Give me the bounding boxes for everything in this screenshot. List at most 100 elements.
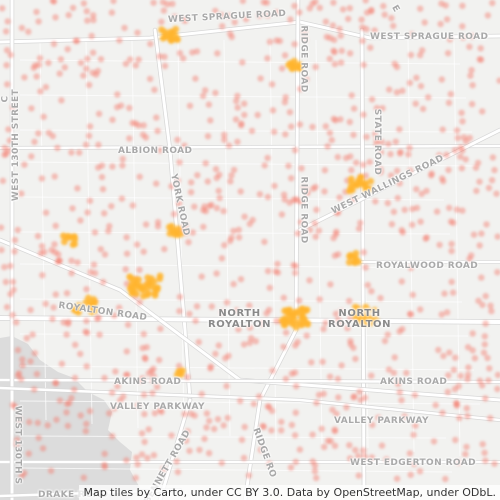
heat-point bbox=[254, 111, 261, 119]
heat-point bbox=[373, 135, 380, 143]
heat-point bbox=[214, 416, 222, 423]
heat-point bbox=[462, 156, 469, 163]
heat-point bbox=[352, 355, 359, 363]
heat-point bbox=[308, 359, 315, 366]
heat-point bbox=[330, 47, 337, 54]
heat-point bbox=[271, 182, 278, 190]
heat-point bbox=[363, 25, 370, 33]
heat-point bbox=[319, 358, 326, 365]
heat-point bbox=[133, 241, 141, 248]
heat-point bbox=[350, 131, 357, 139]
heat-point bbox=[38, 175, 46, 182]
heat-point bbox=[85, 132, 93, 139]
heat-point bbox=[202, 87, 209, 94]
heat-point bbox=[440, 352, 447, 360]
heat-point bbox=[456, 414, 463, 422]
heat-point bbox=[186, 102, 194, 110]
heat-point bbox=[268, 427, 275, 434]
heat-point bbox=[264, 55, 271, 62]
heat-point bbox=[362, 264, 369, 271]
heat-point bbox=[182, 437, 190, 444]
heat-point bbox=[30, 64, 37, 72]
heat-point bbox=[316, 296, 323, 303]
heat-point bbox=[237, 397, 244, 405]
heat-point bbox=[149, 389, 156, 397]
heat-point bbox=[145, 290, 152, 297]
heat-point bbox=[232, 116, 240, 123]
heat-point bbox=[90, 261, 98, 268]
heat-point bbox=[269, 367, 276, 374]
heat-point bbox=[252, 338, 259, 345]
heat-point bbox=[371, 307, 379, 314]
heat-point bbox=[220, 207, 227, 215]
heat-point bbox=[109, 389, 116, 396]
heat-point bbox=[123, 348, 130, 355]
heat-point bbox=[336, 25, 343, 33]
heat-point bbox=[83, 329, 91, 336]
heat-point bbox=[348, 179, 355, 186]
heat-point bbox=[448, 247, 455, 255]
heat-point bbox=[345, 15, 352, 23]
heat-point bbox=[401, 413, 408, 420]
heat-point bbox=[407, 51, 415, 59]
heat-point bbox=[11, 248, 18, 255]
road-label-edge-left: C bbox=[0, 95, 11, 103]
heat-point bbox=[5, 147, 12, 154]
heat-point bbox=[202, 207, 210, 215]
heat-point bbox=[448, 278, 455, 286]
heat-point bbox=[211, 425, 218, 433]
heat-point bbox=[447, 218, 455, 225]
heat-point bbox=[198, 390, 205, 398]
heat-point bbox=[494, 269, 500, 276]
heat-point bbox=[68, 270, 75, 277]
heat-point bbox=[86, 123, 94, 130]
heat-point bbox=[154, 127, 161, 135]
heat-point bbox=[56, 70, 63, 77]
heat-point bbox=[89, 49, 97, 56]
heat-point bbox=[11, 403, 18, 410]
heat-point bbox=[487, 414, 494, 422]
heat-point bbox=[49, 315, 56, 323]
minor-street bbox=[19, 129, 473, 133]
heat-point bbox=[381, 337, 389, 345]
heat-point bbox=[447, 90, 454, 98]
heat-point bbox=[439, 409, 446, 416]
heat-point bbox=[168, 432, 175, 439]
minor-street bbox=[85, 39, 93, 425]
heat-point bbox=[291, 2, 298, 10]
heat-point bbox=[213, 204, 221, 212]
heat-point bbox=[213, 270, 220, 277]
heat-point bbox=[95, 314, 102, 321]
heat-point bbox=[337, 116, 344, 123]
heat-point bbox=[205, 450, 213, 457]
heat-point bbox=[63, 290, 71, 297]
heat-point bbox=[334, 375, 342, 383]
heat-point bbox=[52, 14, 59, 21]
heat-point bbox=[136, 266, 143, 273]
heat-point bbox=[202, 160, 209, 167]
heat-point bbox=[484, 354, 491, 362]
heat-point bbox=[292, 262, 299, 270]
road-label-west-130th-street-south: WEST 130TH S bbox=[12, 405, 23, 485]
heat-point bbox=[273, 37, 280, 44]
heat-point bbox=[96, 331, 103, 338]
heat-point bbox=[292, 324, 300, 331]
heat-point bbox=[468, 100, 476, 108]
heat-point bbox=[479, 441, 486, 448]
road-label-akins-road-west: AKINS ROAD bbox=[114, 377, 182, 387]
heat-point bbox=[195, 338, 202, 346]
heat-point bbox=[248, 334, 255, 342]
heat-point bbox=[291, 41, 298, 48]
heat-point bbox=[74, 259, 81, 266]
heat-point bbox=[2, 278, 10, 286]
heat-point bbox=[338, 362, 345, 369]
heat-point bbox=[476, 377, 484, 384]
heat-point bbox=[84, 17, 91, 24]
heat-point bbox=[126, 273, 134, 281]
heat-point bbox=[266, 460, 273, 468]
heat-point bbox=[372, 130, 379, 138]
heat-point bbox=[338, 47, 345, 54]
heat-point bbox=[393, 89, 401, 96]
heat-point bbox=[356, 388, 363, 395]
